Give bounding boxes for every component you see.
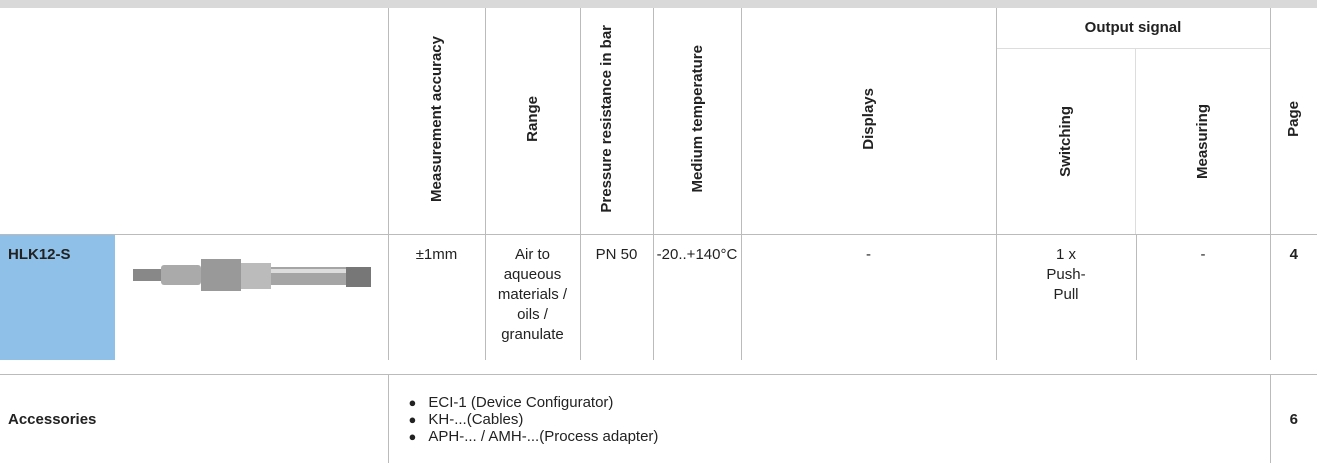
- cell: 4: [1269, 234, 1317, 360]
- top-bar: [0, 0, 1317, 8]
- column-header: Range: [524, 96, 541, 142]
- column-header: Measuring: [1194, 103, 1212, 179]
- column-header: Medium temperature: [688, 45, 706, 193]
- cell: ±1mm: [387, 234, 485, 360]
- cell: PN 50: [579, 234, 653, 360]
- product-image-cell: [115, 234, 388, 360]
- accessory-item: KH-...(Cables): [409, 411, 1270, 428]
- accessory-list: ECI-1 (Device Configurator) KH-...(Cable…: [389, 394, 1270, 445]
- column-header: Pressure resistance in bar: [597, 25, 615, 213]
- column-header: Measurement accuracy: [428, 36, 445, 202]
- product-image: [133, 259, 372, 291]
- product-name: HLK12-S: [0, 234, 115, 360]
- accessory-item: ECI-1 (Device Configurator): [409, 394, 1270, 411]
- cell: -: [1135, 234, 1270, 360]
- accessory-item: APH-... / AMH-...(Process adapter): [409, 428, 1270, 445]
- column-header: Switching: [1057, 106, 1075, 177]
- cell: 1 x Push-Pull: [995, 234, 1136, 360]
- column-header: Page: [1285, 101, 1303, 137]
- cell: -: [740, 234, 996, 360]
- accessories-label: Accessories: [8, 410, 97, 428]
- group-header: Output signal: [996, 8, 1270, 49]
- column-header: Displays: [860, 88, 877, 150]
- accessories-page: 6: [1269, 374, 1317, 463]
- cell: Air to aqueous materials / oils / granul…: [484, 234, 580, 360]
- empty-header: [0, 8, 388, 235]
- accessories-table: Accessories ECI-1 (Device Configurator) …: [0, 374, 1317, 463]
- product-table: Measurement accuracy Range Pressure resi…: [0, 8, 1317, 360]
- cell: -20..+140°C: [652, 234, 741, 360]
